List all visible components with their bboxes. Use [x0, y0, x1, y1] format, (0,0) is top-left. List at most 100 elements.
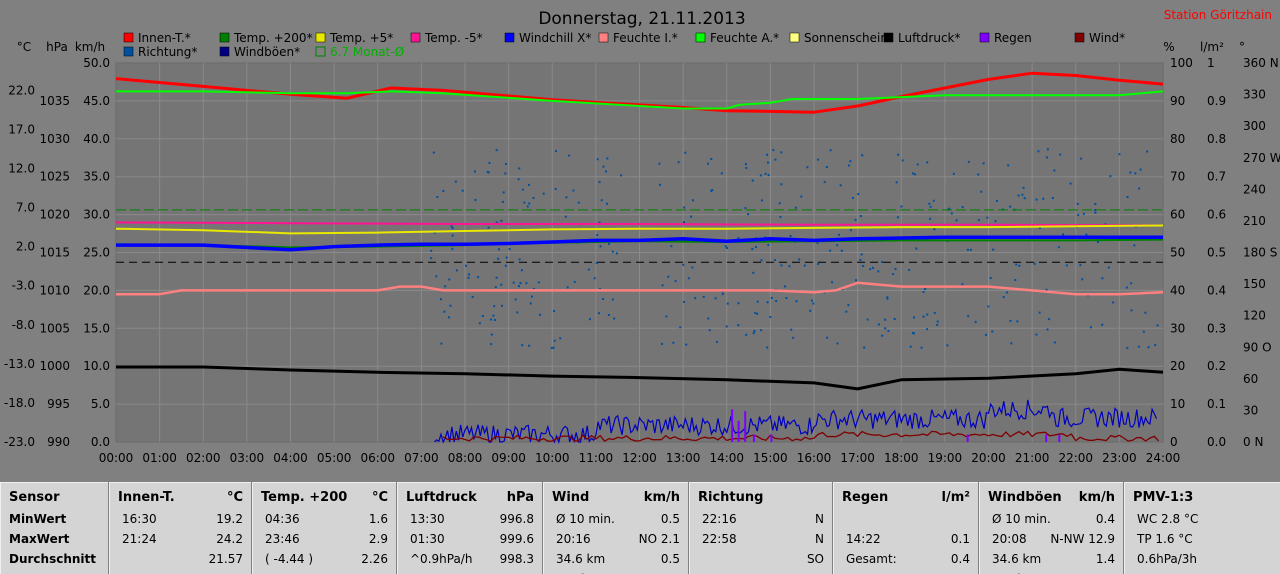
summary-cell-value: 999.6 — [499, 532, 534, 546]
direction-point — [465, 264, 468, 267]
direction-point — [860, 253, 863, 256]
y-tick-hpa: 1025 — [39, 170, 70, 184]
direction-point — [665, 315, 668, 318]
direction-point — [532, 196, 535, 199]
direction-point — [720, 172, 723, 175]
legend-label: 6.7 Monat-Ø — [330, 45, 404, 59]
legend-swatch — [410, 32, 421, 43]
direction-point — [877, 270, 880, 273]
direction-point — [1107, 266, 1110, 269]
direction-point — [961, 283, 964, 286]
y-tick-hpa: 1030 — [39, 132, 70, 146]
direction-point — [516, 311, 519, 314]
direction-point — [911, 331, 914, 334]
direction-point — [769, 315, 772, 318]
legend-swatch — [695, 32, 706, 43]
y-tick-direction: 120 — [1243, 309, 1266, 323]
direction-point — [767, 174, 770, 177]
direction-point — [926, 313, 929, 316]
direction-point — [682, 221, 685, 224]
summary-cell-value: 0.5 — [660, 552, 680, 566]
direction-point — [760, 259, 763, 262]
legend-label: Innen-T.* — [138, 31, 191, 45]
direction-point — [600, 199, 603, 202]
direction-point — [1144, 311, 1147, 314]
x-tick-label: 16:00 — [797, 451, 832, 465]
direction-point — [896, 216, 899, 219]
direction-point — [528, 344, 531, 347]
legend-swatch — [219, 46, 230, 57]
summary-cell-time: 34.6 km — [556, 552, 606, 566]
direction-point — [780, 151, 783, 154]
direction-point — [912, 172, 915, 175]
direction-point — [984, 333, 987, 336]
direction-point — [605, 170, 608, 173]
direction-point — [1126, 196, 1129, 199]
direction-point — [1142, 330, 1145, 333]
summary-cell-value: SO — [806, 552, 824, 566]
direction-point — [788, 265, 791, 268]
summary-cell-value: NO 2.1 — [638, 532, 680, 546]
x-tick-label: 09:00 — [491, 451, 526, 465]
direction-point — [702, 295, 705, 298]
direction-point — [780, 264, 783, 267]
direction-point — [1010, 342, 1013, 345]
direction-point — [915, 247, 918, 250]
legend-label: Feuchte A.* — [710, 31, 779, 45]
direction-point — [845, 310, 848, 313]
direction-point — [987, 305, 990, 308]
direction-point — [607, 313, 610, 316]
y-tick-hpa: 995 — [47, 397, 70, 411]
legend-label: Windböen* — [234, 45, 300, 59]
x-tick-label: 04:00 — [273, 451, 308, 465]
summary-cell-value: 19.2 — [216, 512, 243, 526]
direction-point — [1094, 211, 1097, 214]
direction-point — [946, 344, 949, 347]
chart-legend: Innen-T.* Temp. +200* Temp. +5* Temp. -5* Wi… — [123, 31, 1125, 59]
x-tick-label: 05:00 — [317, 451, 352, 465]
y-tick-direction: 270 W — [1243, 151, 1280, 165]
direction-point — [829, 249, 832, 252]
direction-point — [473, 170, 476, 173]
summary-cell-time: 04:36 — [265, 512, 300, 526]
direction-point — [528, 183, 531, 186]
direction-point — [1006, 291, 1009, 294]
y-tick-direction: 90 O — [1243, 340, 1272, 354]
direction-point — [928, 202, 931, 205]
direction-point — [525, 282, 528, 285]
direction-point — [926, 161, 929, 164]
legend-label: Feuchte I.* — [613, 31, 678, 45]
direction-point — [886, 297, 889, 300]
direction-point — [481, 314, 484, 317]
summary-panel: Windböen km/h Ø 10 min. 0.4 20:08 N-NW 12.9 34… — [979, 482, 1123, 574]
summary-cell-time: 22:16 — [702, 512, 737, 526]
summary-panel: Wind km/h Ø 10 min. 0.5 20:16 NO 2.1 34.6 km 0.… — [543, 482, 688, 574]
summary-cell-time: 14:22 — [846, 532, 881, 546]
summary-cell-value: 2.9 — [368, 532, 388, 546]
x-tick-label: 07:00 — [404, 451, 439, 465]
direction-point — [849, 160, 852, 163]
direction-point — [708, 329, 711, 332]
summary-panel-title: Luftdruck — [406, 490, 477, 505]
direction-point — [1053, 341, 1056, 344]
direction-point — [823, 181, 826, 184]
y-tick-percent: 20 — [1170, 359, 1185, 373]
direction-point — [892, 273, 895, 276]
direction-point — [444, 285, 447, 288]
direction-point — [606, 202, 609, 205]
direction-point — [1089, 326, 1092, 329]
y-tick-direction: 210 — [1243, 214, 1266, 228]
direction-point — [929, 217, 932, 220]
direction-point — [520, 269, 523, 272]
direction-point — [950, 212, 953, 215]
summary-cell-value: 0.4 — [950, 552, 970, 566]
direction-point — [593, 277, 596, 280]
legend-label: Sonnenschein — [804, 31, 888, 45]
direction-point — [855, 279, 858, 282]
direction-point — [487, 226, 490, 229]
summary-cell-time: Ø 7d — [992, 572, 1021, 574]
direction-point — [433, 231, 436, 234]
legend-label: Richtung* — [138, 45, 197, 59]
direction-point — [660, 342, 663, 345]
direction-point — [1129, 171, 1132, 174]
